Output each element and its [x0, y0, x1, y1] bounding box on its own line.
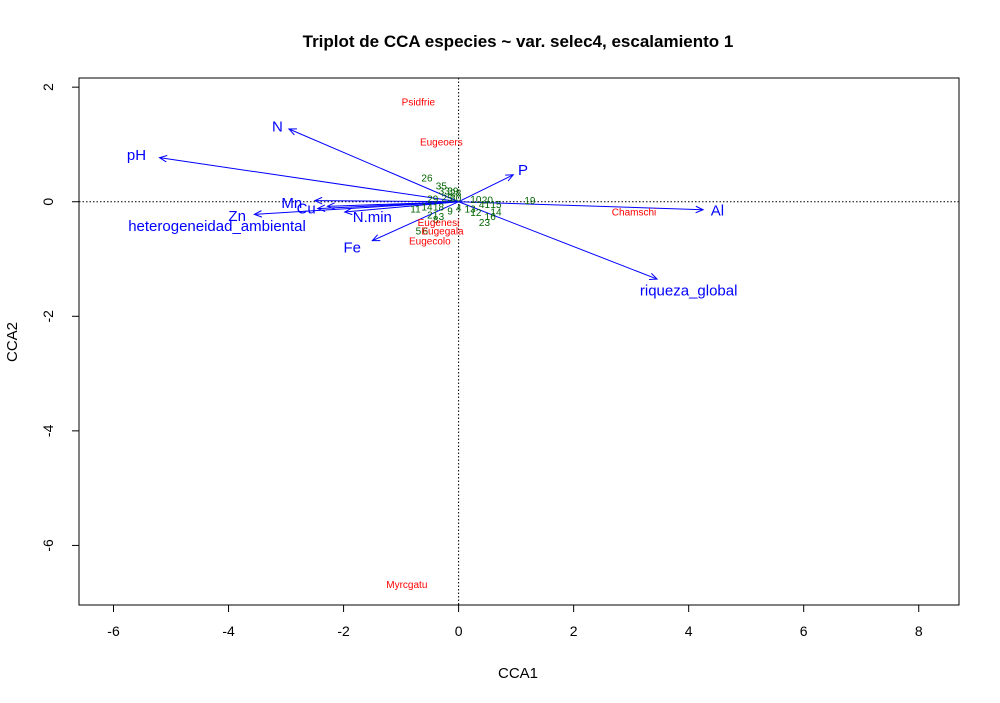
site-label: 25 [442, 194, 454, 205]
arrowhead [695, 205, 705, 214]
site-label: 15 [490, 200, 502, 211]
site-label: 4 [456, 203, 462, 214]
arrow-label: P [518, 162, 528, 179]
y-axis-label: CCA2 [4, 322, 21, 362]
plot-frame [78, 77, 960, 606]
arrowhead [371, 234, 381, 242]
arrowhead [287, 128, 297, 136]
y-tick-label: -4 [40, 424, 56, 437]
site-label: 3 [439, 212, 445, 223]
arrowhead [505, 174, 515, 182]
arrow-Fe [372, 201, 459, 242]
site-label: 16 [485, 212, 497, 223]
x-tick-label: 4 [685, 623, 693, 639]
site-label: 28 [450, 189, 462, 200]
site-label: 23 [479, 218, 491, 229]
site-label: 20 [482, 195, 494, 206]
y-tick-label: -2 [40, 310, 56, 323]
site-label: 5 [416, 226, 422, 237]
site-label: 30 [450, 194, 462, 205]
x-axis-label: CCA1 [498, 665, 538, 682]
site-label: 14 [490, 207, 502, 218]
x-tick-label: -2 [337, 623, 350, 639]
site-label: 33 [439, 186, 451, 197]
arrow-Al [458, 201, 704, 211]
arrow-N.min [344, 201, 459, 213]
site-label: 41 [479, 200, 491, 211]
species-label: Eugeoers [420, 138, 463, 149]
arrowhead [316, 204, 326, 212]
environment-arrows [158, 128, 705, 280]
arrow-label: pH [127, 147, 146, 164]
arrowhead [649, 273, 659, 280]
site-label: 6 [422, 226, 428, 237]
species-label: Eugegala [421, 226, 464, 237]
site-label: 29 [427, 194, 439, 205]
site-label: 13 [465, 205, 477, 216]
site-label: 10 [470, 195, 482, 206]
arrow-Mn [314, 200, 459, 203]
chart-title: Triplot de CCA especies ~ var. selec4, e… [303, 32, 734, 51]
arrow-label: Al [711, 202, 724, 219]
arrow-label: N.min [353, 209, 392, 226]
x-tick-label: -6 [107, 623, 120, 639]
arrow-label: Mn [281, 195, 302, 212]
site-label: 19 [524, 196, 536, 207]
arrowhead [253, 210, 263, 218]
site-label: 11 [410, 205, 421, 216]
axes: -6 -4 -2 0 2 4 6 8-6-4-202 [40, 83, 923, 639]
arrow-label: Fe [343, 240, 361, 257]
arrow-heterogeneidad_ambiental [317, 201, 459, 210]
y-tick-label: -6 [40, 539, 56, 552]
species-label: Myrcgatu [386, 580, 427, 591]
species-label: Eugenesi [418, 218, 460, 229]
x-tick-label: 0 [455, 623, 463, 639]
x-tick-label: -4 [222, 623, 235, 639]
arrowhead [158, 154, 168, 163]
x-tick-label: 6 [800, 623, 808, 639]
y-tick-label: 0 [40, 198, 56, 206]
arrow-P [458, 174, 514, 203]
site-label: 26 [421, 174, 433, 185]
species-label: Eugecolo [409, 237, 451, 248]
species-labels: Psidfrie Eugeoers Chamschi EugenesiEugegala… [386, 97, 656, 590]
arrowhead [313, 196, 323, 205]
site-label: 18 [433, 202, 445, 213]
arrow-label: riqueza_global [640, 283, 738, 300]
y-tick-label: 2 [40, 83, 56, 91]
site-label: 14 [421, 202, 433, 213]
arrow-label: N [272, 119, 283, 136]
arrow-label: heterogeneidad_ambiental [128, 218, 306, 235]
arrow-riqueza_global [458, 201, 658, 280]
site-label: 9 [447, 206, 453, 217]
arrow-label: Cu [297, 201, 316, 218]
site-label: 39 [447, 186, 459, 197]
species-label: Psidfrie [402, 97, 436, 108]
x-tick-label: 2 [570, 623, 578, 639]
arrow-pH [159, 157, 459, 203]
site-label: 8 [433, 215, 439, 226]
arrow-label: Zn [228, 208, 246, 225]
species-label: Chamschi [612, 207, 656, 218]
x-tick-label: 8 [915, 623, 923, 639]
arrow-N [288, 128, 459, 203]
reference-lines [79, 78, 959, 605]
site-label: 12 [470, 208, 482, 219]
site-label: 35 [436, 182, 448, 193]
site-label: 21 [427, 210, 439, 221]
arrowhead [343, 207, 353, 216]
